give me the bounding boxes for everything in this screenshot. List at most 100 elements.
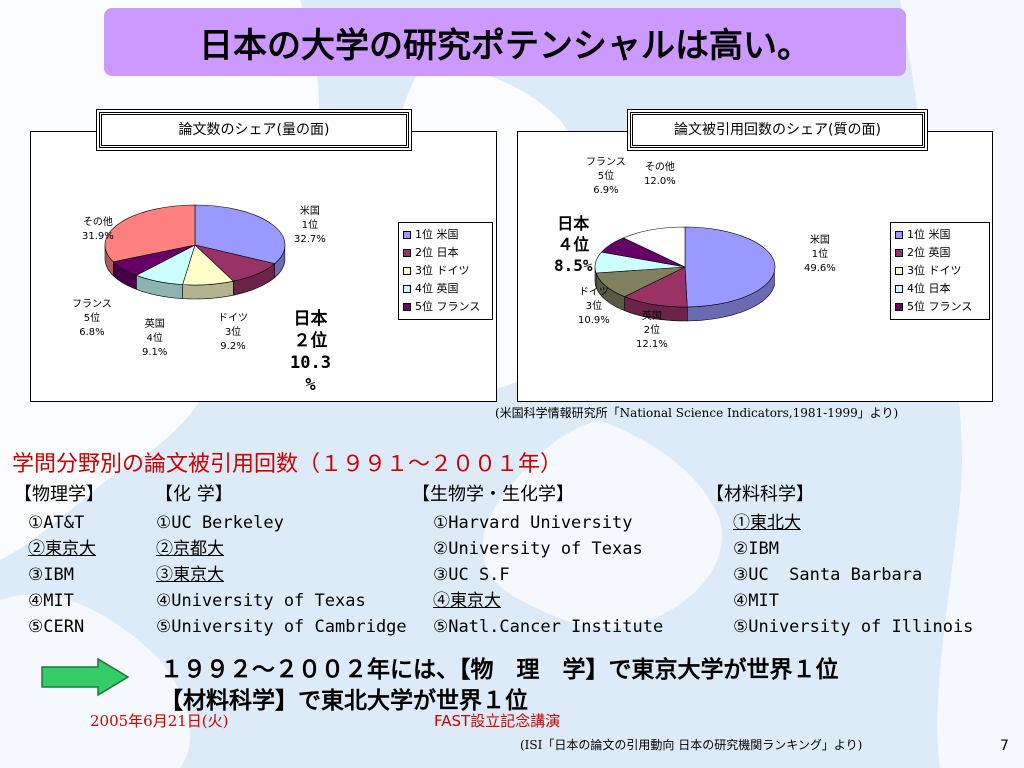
legend-item: 4位 英国 — [403, 280, 488, 298]
pie-slice — [622, 226, 686, 268]
legend-label: 4位 英国 — [415, 282, 459, 295]
label-left-other: その他 31.9% — [82, 216, 114, 244]
legend-label: 2位 日本 — [415, 246, 459, 259]
legend-item: 5位 フランス — [895, 298, 985, 316]
conclusion-text: １９９２～２００２年には、【物 理 学】で東京大学が世界１位 【材料科学】で東北… — [160, 657, 1023, 714]
label-left-france: フランス 5位 6.8% — [72, 298, 112, 340]
legend-label: 1位 米国 — [415, 228, 459, 241]
field-list-materials: ①東北大 ②IBM ③UC Santa Barbara ④MIT ⑤Univer… — [733, 510, 973, 640]
legend-citation-share: 1位 米国 2位 英国 3位 ドイツ 4位 日本 5位 フランス — [890, 222, 990, 320]
pie-slice — [194, 204, 286, 264]
label-left-germany-value: 9.2% — [220, 341, 246, 352]
label-left-uk-value: 9.1% — [142, 347, 168, 358]
legend-item: 2位 英国 — [895, 244, 985, 262]
legend-label: 5位 フランス — [415, 300, 481, 313]
legend-swatch — [895, 267, 903, 275]
legend-swatch — [403, 249, 411, 257]
field-heading-materials: 【材料科学】 — [706, 484, 814, 505]
list-item: ①AT&T — [28, 513, 85, 533]
list-item: ⑤Natl.Cancer Institute — [433, 617, 664, 637]
legend-label: 1位 米国 — [907, 228, 951, 241]
list-item: ①UC Berkeley — [156, 513, 284, 533]
label-left-uk-name: 英国 — [144, 319, 165, 330]
legend-item: 1位 米国 — [895, 226, 985, 244]
label-right-japan-rank: ４位 — [557, 235, 590, 254]
page-number: 7 — [1000, 738, 1009, 754]
label-left-germany-rank: 3位 — [224, 327, 242, 338]
list-item: ③UC S.F — [433, 565, 510, 585]
pie-slice — [623, 266, 688, 308]
legend-item: 2位 日本 — [403, 244, 488, 262]
label-right-uk: 英国 2位 12.1% — [636, 310, 668, 352]
label-right-japan-value: 8.5% — [554, 256, 593, 275]
legend-item: 1位 米国 — [403, 226, 488, 244]
chart-title-paper-share-text: 論文数のシェア(量の面) — [178, 122, 330, 138]
slide-title: 日本の大学の研究ポテンシャルは高い。 — [104, 8, 906, 76]
label-right-us-rank: 1位 — [811, 249, 829, 260]
right-arrow-icon — [41, 657, 130, 697]
list-item: ①東北大 — [733, 513, 801, 533]
pie-chart-paper-share — [104, 204, 286, 300]
label-left-japan-value: 10.3 — [290, 353, 331, 373]
label-right-uk-value: 12.1% — [636, 339, 668, 350]
footer-event: FAST設立記念講演 — [434, 712, 561, 730]
list-item: ②IBM — [733, 539, 779, 559]
legend-swatch — [895, 285, 903, 293]
label-left-us-name: 米国 — [299, 206, 320, 217]
label-right-japan-name: 日本 — [557, 214, 590, 233]
source-note: (米国科学情報研究所「National Science Indicators,1… — [495, 406, 899, 420]
label-right-us-value: 49.6% — [804, 263, 836, 274]
source-note-2: (ISI「日本の論文の引用動向 日本の研究機関ランキング」より) — [520, 738, 863, 752]
list-item: ④University of Texas — [156, 591, 366, 611]
label-right-france-name: フランス — [586, 157, 626, 168]
legend-item: 3位 ドイツ — [895, 262, 985, 280]
label-left-japan-rank: ２位 — [293, 331, 328, 351]
label-left-us: 米国 1位 32.7% — [294, 205, 326, 247]
field-heading-chemistry: 【化 学】 — [155, 484, 233, 505]
list-item: ④MIT — [733, 591, 779, 611]
label-left-japan-callout: 日本 ２位 10.3 % — [290, 308, 331, 396]
legend-swatch — [895, 303, 903, 311]
label-right-france-value: 6.9% — [593, 185, 619, 196]
field-list-chemistry: ①UC Berkeley ②京都大 ③東京大 ④University of Te… — [156, 510, 407, 640]
legend-item: 4位 日本 — [895, 280, 985, 298]
list-item: ②東京大 — [28, 539, 96, 559]
label-left-germany-name: ドイツ — [218, 313, 248, 324]
label-right-other-name: その他 — [644, 162, 675, 173]
pie-slice — [104, 204, 196, 263]
pie-slice — [684, 226, 776, 308]
label-right-japan-callout: 日本 ４位 8.5% — [554, 213, 593, 276]
legend-swatch — [403, 285, 411, 293]
label-left-france-value: 6.8% — [79, 327, 105, 338]
label-left-uk: 英国 4位 9.1% — [142, 318, 167, 360]
list-item: ③東京大 — [156, 565, 224, 585]
list-item: ④MIT — [28, 591, 74, 611]
legend-paper-share: 1位 米国 2位 日本 3位 ドイツ 4位 英国 5位 フランス — [398, 222, 493, 320]
label-right-other: その他 12.0% — [644, 161, 676, 189]
label-right-germany-name: ドイツ — [578, 287, 609, 298]
label-left-other-value: 31.9% — [82, 231, 114, 242]
chart-title-citation-share: 論文被引用回数のシェア(質の面) — [630, 112, 925, 148]
list-item: ②京都大 — [156, 539, 224, 559]
legend-swatch — [895, 231, 903, 239]
pie-chart-citation-share — [594, 226, 776, 322]
section-heading: 学問分野別の論文被引用回数（１９９１～２００１年） — [12, 452, 563, 477]
legend-label: 3位 ドイツ — [907, 264, 962, 277]
label-left-us-value: 32.7% — [294, 234, 326, 245]
legend-label: 4位 日本 — [907, 282, 951, 295]
label-right-france-rank: 5位 — [597, 171, 615, 182]
label-right-other-value: 12.0% — [644, 176, 676, 187]
legend-swatch — [403, 231, 411, 239]
field-heading-physics: 【物理学】 — [14, 484, 104, 505]
label-left-germany: ドイツ 3位 9.2% — [218, 312, 248, 354]
label-right-germany-rank: 3位 — [585, 301, 603, 312]
list-item: ②University of Texas — [433, 539, 643, 559]
legend-swatch — [403, 303, 411, 311]
slide-title-text: 日本の大学の研究ポテンシャルは高い。 — [199, 25, 811, 66]
chart-title-citation-share-text: 論文被引用回数のシェア(質の面) — [674, 122, 881, 138]
label-left-japan-percent: % — [305, 375, 316, 395]
list-item: ①Harvard University — [433, 513, 633, 533]
list-item: ⑤University of Cambridge — [156, 617, 407, 637]
list-item: ⑤CERN — [28, 617, 85, 637]
list-item: ③UC Santa Barbara — [733, 565, 923, 585]
